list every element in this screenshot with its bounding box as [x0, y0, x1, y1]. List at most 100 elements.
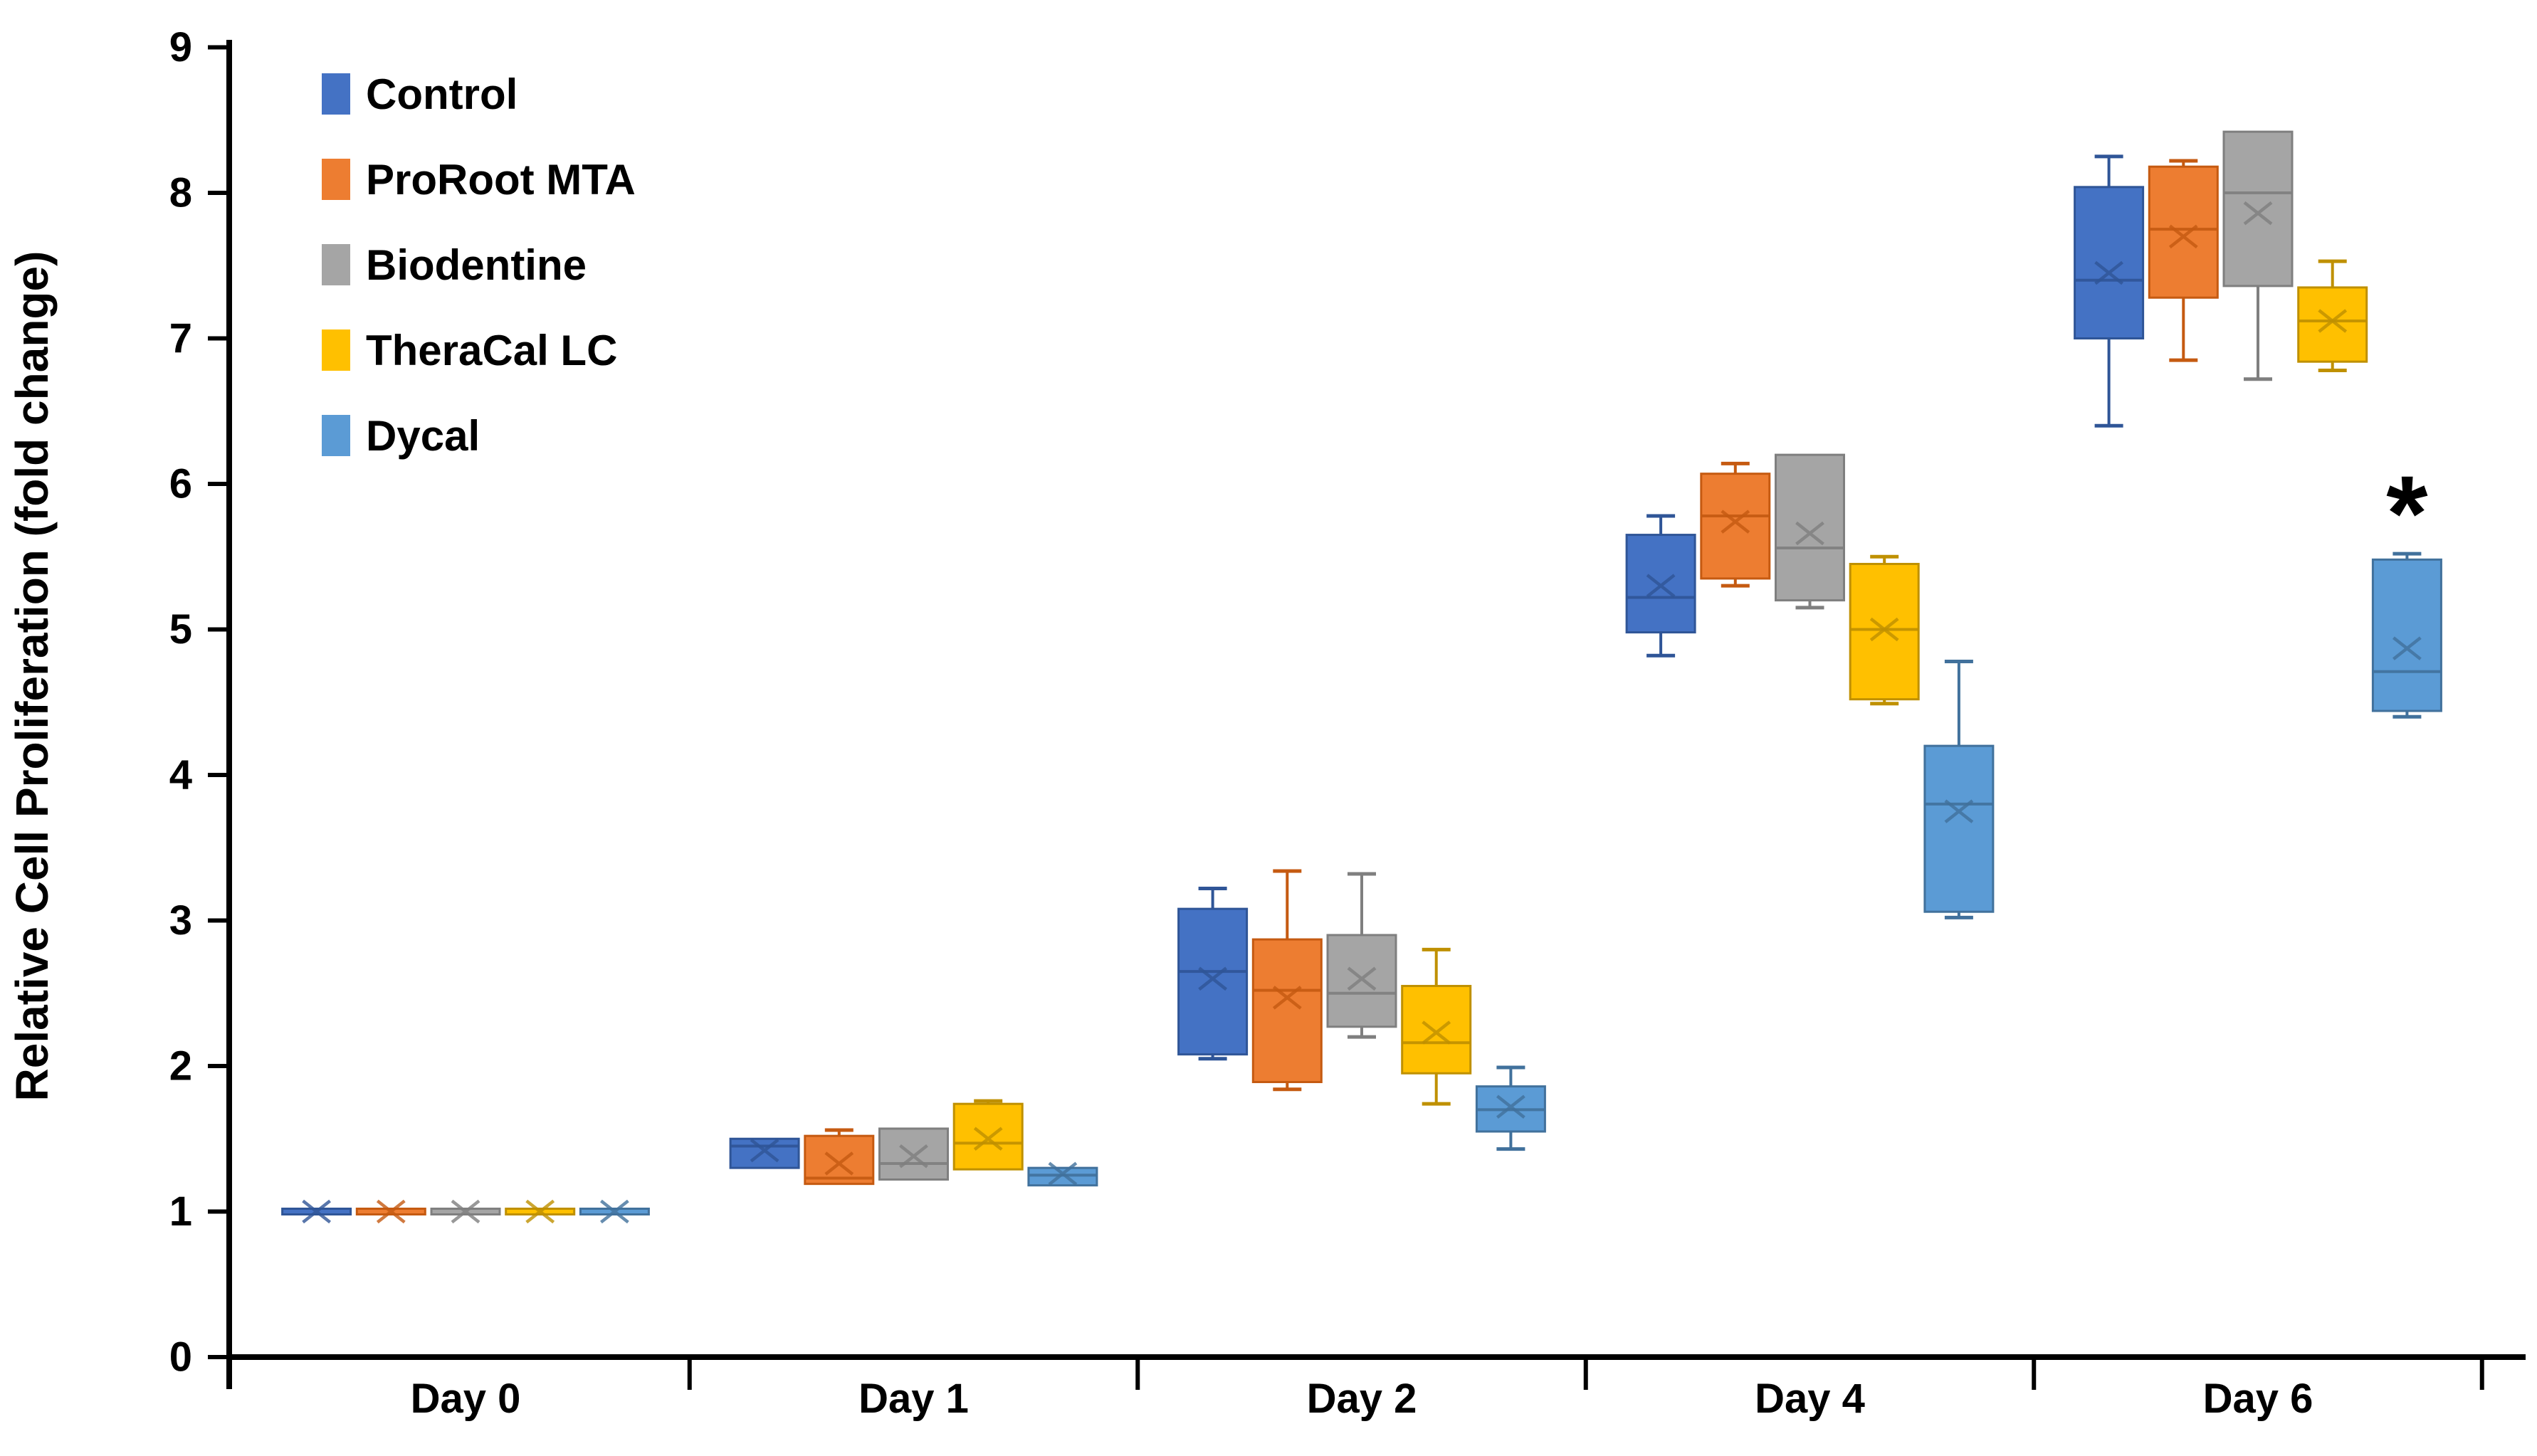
mean-x-stroke [1869, 617, 1899, 642]
mean-x-marker-biodentine-day-2 [1347, 966, 1377, 991]
mean-x-marker-dycal-day-1 [1048, 1161, 1078, 1186]
mean-x-stroke [376, 1199, 406, 1224]
mean-x-marker-biodentine-day-6 [2243, 201, 2273, 226]
mean-x-stroke [1496, 1094, 1525, 1119]
legend-label-dycal: Dycal [366, 411, 480, 460]
box-biodentine-day-2 [1326, 934, 1397, 1028]
mean-x-marker-proroot-mta-day-0 [376, 1199, 406, 1224]
mean-x-marker-proroot-mta-day-6 [2168, 224, 2198, 249]
legend-swatch-control-icon [322, 73, 350, 115]
mean-x-marker-theracal-lc-day-1 [973, 1127, 1003, 1151]
mean-x-marker-biodentine-day-4 [1795, 521, 1824, 546]
box-biodentine-day-1 [878, 1127, 949, 1181]
mean-x-stroke [1944, 799, 1974, 823]
legend-item-control: Control [322, 51, 636, 137]
mean-x-marker-biodentine-day-0 [451, 1199, 480, 1224]
legend-swatch-proroot-mta-icon [322, 159, 350, 200]
mean-x-marker-proroot-mta-day-4 [1721, 510, 1750, 534]
box-proroot-mta-day-2 [1251, 938, 1323, 1083]
y-tick-label-9: 9 [169, 24, 192, 70]
y-tick-label-3: 3 [169, 897, 192, 944]
box-control-day-2 [1177, 907, 1249, 1056]
mean-x-stroke [1422, 1020, 1451, 1045]
mean-x-marker-biodentine-day-1 [899, 1144, 928, 1169]
box-control-day-1 [729, 1137, 800, 1169]
mean-x-stroke [1198, 966, 1227, 991]
legend-label-biodentine: Biodentine [366, 241, 587, 289]
mean-x-stroke [2168, 224, 2198, 249]
y-tick-label-4: 4 [169, 752, 192, 798]
mean-x-marker-control-day-2 [1198, 966, 1227, 991]
mean-x-stroke [600, 1199, 629, 1224]
mean-x-stroke [899, 1144, 928, 1169]
y-tick-label-1: 1 [169, 1188, 192, 1235]
y-axis-title: Relative Cell Proliferation (fold change… [6, 250, 58, 1102]
mean-x-stroke [750, 1138, 779, 1163]
mean-x-stroke [302, 1199, 331, 1224]
legend-swatch-dycal-icon [322, 415, 350, 456]
mean-x-marker-control-day-0 [302, 1199, 331, 1224]
box-proroot-mta-day-6 [2148, 165, 2219, 299]
mean-x-stroke [824, 1151, 854, 1176]
mean-x-marker-theracal-lc-day-2 [1422, 1020, 1451, 1045]
mean-x-marker-theracal-lc-day-4 [1869, 617, 1899, 642]
mean-x-stroke [1272, 986, 1302, 1010]
box-biodentine-day-6 [2222, 130, 2294, 287]
box-biodentine-day-4 [1775, 453, 1845, 602]
y-tick-label-2: 2 [169, 1043, 192, 1090]
box-dycal-day-6 [2371, 558, 2442, 712]
x-category-label-2: Day 2 [1307, 1376, 1417, 1422]
mean-x-stroke [973, 1127, 1003, 1151]
box-dycal-day-1 [1027, 1166, 1098, 1187]
mean-x-marker-theracal-lc-day-6 [2318, 309, 2348, 333]
legend-item-proroot-mta: ProRoot MTA [322, 137, 636, 222]
legend-swatch-biodentine-icon [322, 244, 350, 285]
box-theracal-lc-day-4 [1849, 562, 1920, 701]
box-proroot-mta-day-4 [1700, 473, 1771, 580]
mean-x-stroke [1347, 966, 1377, 991]
x-category-label-3: Day 4 [1755, 1376, 1865, 1422]
mean-x-stroke [1646, 574, 1676, 598]
y-tick-label-5: 5 [169, 606, 192, 653]
box-theracal-lc-day-6 [2297, 286, 2368, 363]
box-control-day-4 [1625, 534, 1696, 634]
mean-x-stroke [2243, 201, 2273, 226]
y-tick-label-7: 7 [169, 315, 192, 362]
mean-x-stroke [525, 1199, 555, 1224]
y-tick-label-8: 8 [169, 170, 192, 216]
legend-swatch-theracal-lc-icon [322, 329, 350, 371]
mean-x-stroke [1048, 1161, 1078, 1186]
mean-x-stroke [451, 1199, 480, 1224]
legend-label-proroot-mta: ProRoot MTA [366, 155, 636, 204]
mean-x-marker-proroot-mta-day-1 [824, 1151, 854, 1176]
mean-x-marker-proroot-mta-day-2 [1272, 986, 1302, 1010]
mean-x-marker-control-day-6 [2094, 260, 2123, 285]
x-category-label-0: Day 0 [411, 1376, 521, 1422]
y-tick-label-6: 6 [169, 461, 192, 507]
box-proroot-mta-day-1 [804, 1134, 875, 1186]
legend: Control ProRoot MTA Biodentine TheraCal … [322, 51, 636, 478]
mean-x-marker-dycal-day-6 [2392, 636, 2422, 660]
x-category-label-4: Day 6 [2203, 1376, 2313, 1422]
box-control-day-6 [2074, 186, 2145, 339]
legend-label-theracal-lc: TheraCal LC [366, 326, 618, 374]
mean-x-marker-dycal-day-2 [1496, 1094, 1525, 1119]
legend-item-theracal-lc: TheraCal LC [322, 307, 636, 393]
mean-x-stroke [2318, 309, 2348, 333]
mean-x-stroke [2392, 636, 2422, 660]
mean-x-stroke [2094, 260, 2123, 285]
mean-x-marker-theracal-lc-day-0 [525, 1199, 555, 1224]
mean-x-stroke [1795, 521, 1824, 546]
y-tick-label-0: 0 [169, 1334, 192, 1381]
box-theracal-lc-day-2 [1401, 985, 1472, 1075]
box-dycal-day-4 [1923, 744, 1995, 913]
mean-x-stroke [1721, 510, 1750, 534]
legend-item-dycal: Dycal [322, 393, 636, 478]
mean-x-marker-dycal-day-0 [600, 1199, 629, 1224]
mean-x-marker-dycal-day-4 [1944, 799, 1974, 823]
legend-item-biodentine: Biodentine [322, 222, 636, 307]
box-theracal-lc-day-1 [952, 1102, 1024, 1171]
significance-asterisk: * [2386, 453, 2428, 573]
